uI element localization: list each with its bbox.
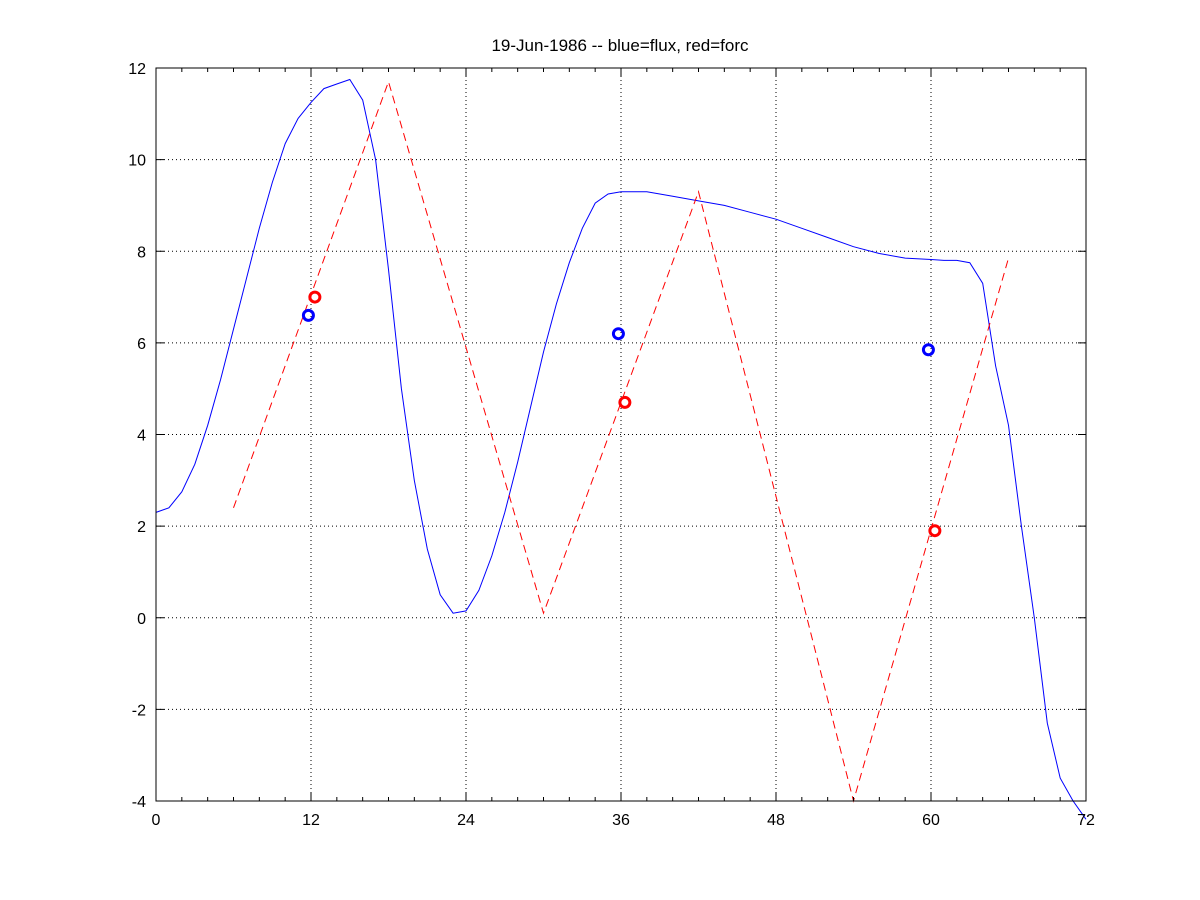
x-tick-label: 48 [767, 812, 785, 829]
grid [156, 68, 1086, 801]
marker-red [928, 524, 942, 538]
series-line-red-dashed [233, 80, 1009, 803]
y-tick-label: 2 [137, 519, 146, 536]
marker-blue [301, 308, 315, 322]
y-tick-label: 10 [128, 153, 146, 170]
series-layer [155, 78, 1087, 820]
x-tick-label: 0 [152, 812, 161, 829]
marker-blue [611, 327, 625, 341]
x-tick-label: 72 [1077, 812, 1095, 829]
y-tick-label: 8 [137, 244, 146, 261]
y-tick-label: -2 [132, 702, 146, 719]
marker-layer [301, 290, 942, 538]
chart-title: 19-Jun-1986 -- blue=flux, red=forc [491, 36, 749, 55]
y-tick-label: 12 [128, 61, 146, 78]
y-tick-label: 0 [137, 611, 146, 628]
x-tick-label: 60 [922, 812, 940, 829]
series-line-blue [155, 78, 1087, 820]
x-tick-label: 24 [457, 812, 475, 829]
y-tick-label: 6 [137, 336, 146, 353]
marker-red [308, 290, 322, 304]
x-tick-label: 12 [302, 812, 320, 829]
marker-blue [921, 343, 935, 357]
y-tick-label: 4 [137, 428, 146, 445]
y-tick-label: -4 [132, 794, 146, 811]
marker-red [618, 395, 632, 409]
x-tick-label: 36 [612, 812, 630, 829]
